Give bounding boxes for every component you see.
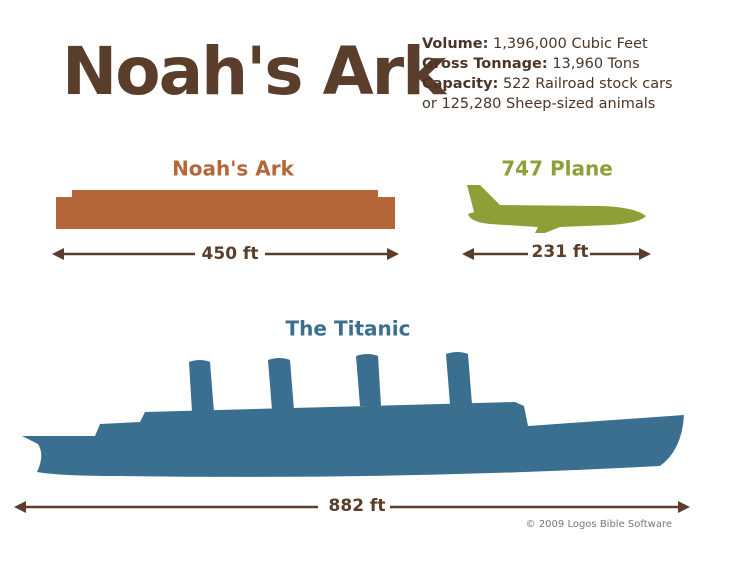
length-arrow: [14, 501, 690, 513]
stat: Gross Tonnage: 13,960 Tons: [422, 56, 640, 72]
item-name: 747 Plane: [501, 157, 613, 181]
item-name: Noah's Ark: [172, 157, 295, 181]
stat: Volume: 1,396,000 Cubic Feet: [422, 36, 648, 52]
length-label: 231 ft: [532, 242, 589, 262]
length-arrow: [52, 248, 399, 260]
titanic-shape: [22, 352, 684, 477]
plane-shape: [467, 185, 646, 233]
length-arrow: [462, 248, 651, 260]
credit: © 2009 Logos Bible Software: [526, 519, 672, 530]
length-label: 882 ft: [329, 496, 386, 516]
ark-shape: [56, 190, 395, 229]
stat: Capacity: 522 Railroad stock cars: [422, 76, 673, 92]
length-label: 450 ft: [202, 244, 259, 264]
item-name: The Titanic: [286, 317, 411, 341]
title: Noah's Ark: [62, 33, 448, 110]
stat-note: or 125,280 Sheep-sized animals: [422, 96, 655, 112]
